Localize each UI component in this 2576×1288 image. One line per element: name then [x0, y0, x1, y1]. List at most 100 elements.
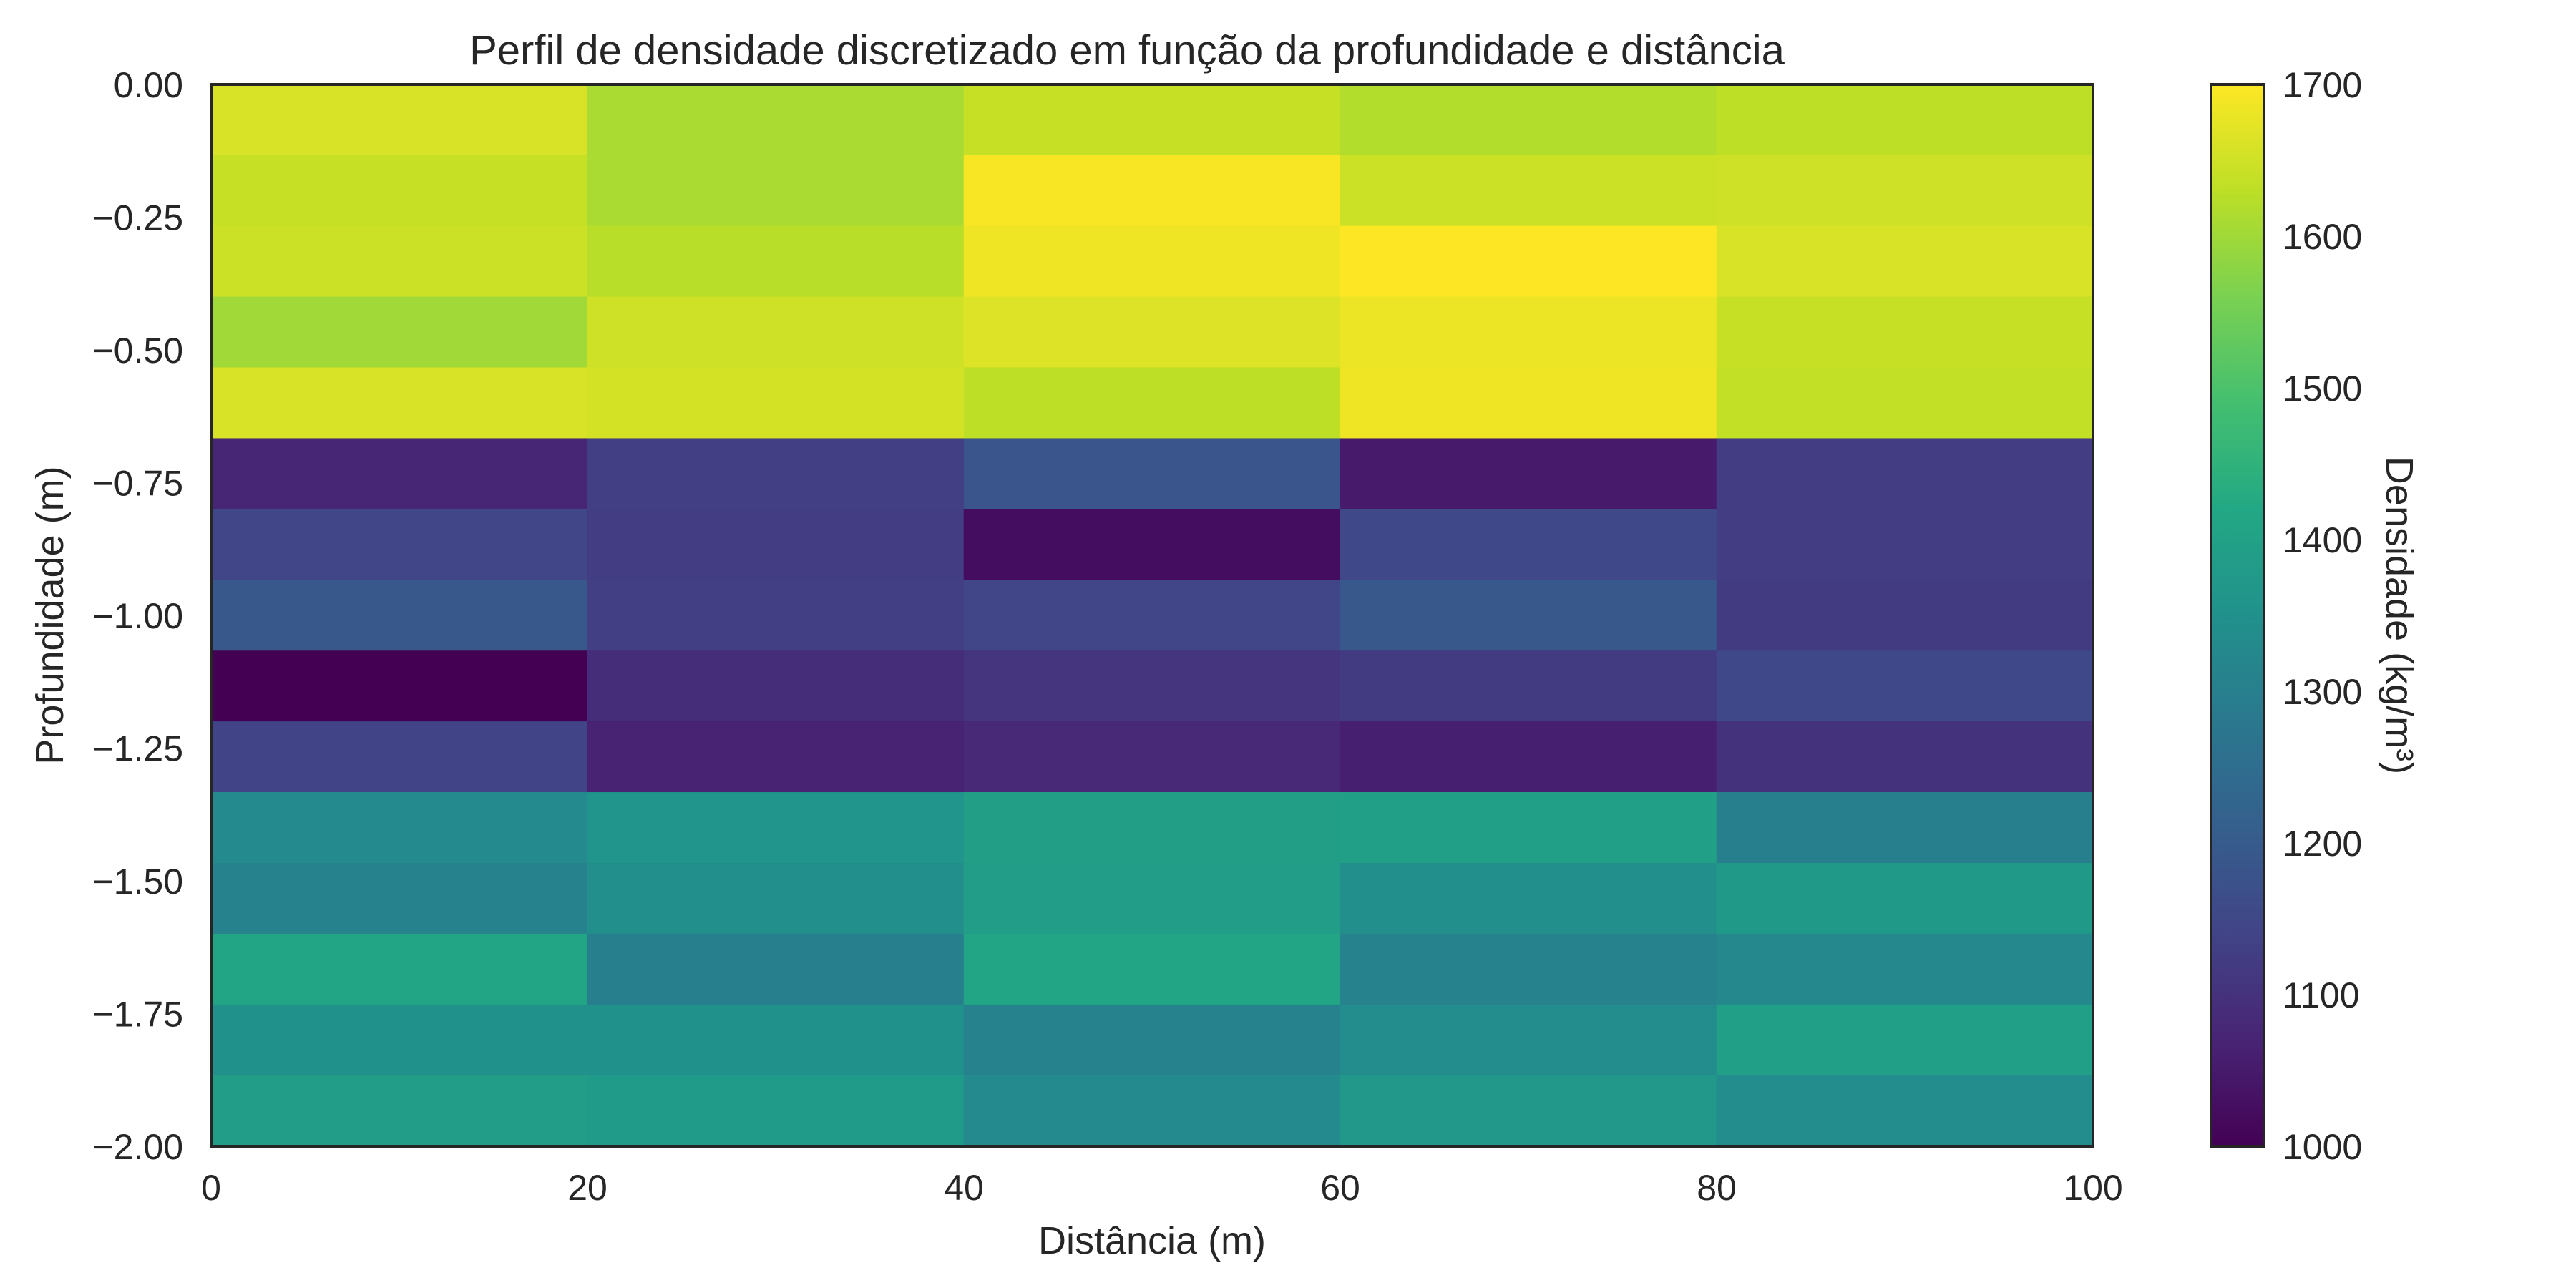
- heatmap-cell: [963, 367, 1341, 439]
- colorbar-tick-label: 1200: [2283, 824, 2362, 864]
- heatmap-cell: [1340, 84, 1717, 156]
- colorbar-tick-label: 1500: [2283, 369, 2362, 409]
- heatmap-cell: [210, 933, 588, 1005]
- heatmap-cell: [1716, 367, 2094, 439]
- heatmap-cell: [210, 296, 588, 369]
- heatmap-cell: [587, 792, 965, 864]
- heatmap-cell: [587, 296, 965, 369]
- heatmap-cell: [210, 650, 588, 723]
- y-tick-label: −2.00: [92, 1127, 183, 1167]
- heatmap-cell: [963, 1075, 1341, 1147]
- heatmap-cell: [1340, 438, 1717, 510]
- heatmap-cell: [1716, 225, 2094, 298]
- heatmap-cell: [587, 933, 965, 1005]
- heatmap-cell: [1340, 933, 1717, 1005]
- heatmap-cells: [210, 84, 2094, 1147]
- colorbar-tick-label: 1400: [2283, 520, 2362, 560]
- chart-title: Perfil de densidade discretizado em funç…: [469, 27, 1785, 74]
- heatmap-cell: [963, 721, 1341, 794]
- x-tick-label: 20: [567, 1168, 608, 1208]
- heatmap-cell: [210, 367, 588, 439]
- heatmap-cell: [587, 1075, 965, 1147]
- heatmap-cell: [963, 438, 1341, 510]
- x-axis-ticks: 0 20 40 60 80 100: [201, 1168, 2123, 1208]
- heatmap-cell: [210, 721, 588, 794]
- plot-frame: [210, 83, 2094, 1148]
- heatmap-cell: [587, 367, 965, 439]
- colorbar-tick-label: 1600: [2283, 217, 2362, 257]
- colorbar-ticks: 1000 1100 1200 1300 1400 1500 1600 1700: [2283, 65, 2362, 1167]
- heatmap-cell: [963, 933, 1341, 1005]
- heatmap-cell: [963, 1004, 1341, 1076]
- heatmap-cell: [1716, 1004, 2094, 1076]
- heatmap-cell: [1716, 296, 2094, 369]
- heatmap-cell: [963, 225, 1341, 298]
- heatmap-cell: [210, 1004, 588, 1076]
- heatmap-cell: [587, 438, 965, 510]
- heatmap-cell: [963, 84, 1341, 156]
- heatmap-cell: [1716, 721, 2094, 794]
- heatmap-cell: [963, 863, 1341, 935]
- heatmap-cell: [963, 792, 1341, 864]
- y-tick-label: −1.75: [92, 995, 183, 1035]
- y-axis-ticks: 0.00 −0.25 −0.50 −0.75 −1.00 −1.25 −1.50 −1.75 −…: [92, 65, 183, 1167]
- heatmap-cell: [210, 225, 588, 298]
- y-tick-label: 0.00: [114, 65, 183, 105]
- heatmap-cell: [210, 84, 588, 156]
- y-tick-label: −1.50: [92, 862, 183, 902]
- y-tick-label: −0.25: [92, 198, 183, 238]
- heatmap-cell: [587, 509, 965, 581]
- heatmap-cell: [1340, 650, 1717, 723]
- heatmap-cell: [587, 863, 965, 935]
- y-tick-label: −1.25: [92, 729, 183, 769]
- colorbar-tick-label: 1300: [2283, 672, 2362, 712]
- x-axis-label: Distância (m): [1038, 1219, 1266, 1262]
- heatmap-cell: [587, 1004, 965, 1076]
- heatmap-cell: [587, 650, 965, 723]
- x-tick-label: 60: [1320, 1168, 1360, 1208]
- heatmap-cell: [1340, 296, 1717, 369]
- heatmap-cell: [1340, 1004, 1717, 1076]
- heatmap-cell: [210, 438, 588, 510]
- heatmap-cell: [963, 650, 1341, 723]
- heatmap-cell: [1340, 580, 1717, 652]
- heatmap-cell: [587, 84, 965, 156]
- heatmap-cell: [1716, 1075, 2094, 1147]
- heatmap-cell: [1340, 721, 1717, 794]
- heatmap-cell: [210, 155, 588, 227]
- heatmap-cell: [1340, 155, 1717, 227]
- heatmap-cell: [210, 863, 588, 935]
- y-tick-label: −0.50: [92, 331, 183, 371]
- colorbar-tick-label: 1100: [2283, 975, 2360, 1015]
- heatmap-cell: [587, 225, 965, 298]
- colorbar-label: Densidade (kg/m³): [2378, 457, 2421, 774]
- heatmap-cell: [1340, 367, 1717, 439]
- x-tick-label: 80: [1697, 1168, 1737, 1208]
- heatmap-cell: [1716, 155, 2094, 227]
- heatmap-cell: [587, 721, 965, 794]
- heatmap-cell: [1716, 438, 2094, 510]
- heatmap-cell: [1340, 863, 1717, 935]
- heatmap-cell: [210, 580, 588, 652]
- heatmap-cell: [1716, 84, 2094, 156]
- heatmap-cell: [1716, 509, 2094, 581]
- heatmap-cell: [963, 509, 1341, 581]
- heatmap-cell: [963, 580, 1341, 652]
- heatmap-cell: [963, 296, 1341, 369]
- heatmap-cell: [1716, 650, 2094, 723]
- heatmap-cell: [587, 155, 965, 227]
- heatmap-cell: [1340, 1075, 1717, 1147]
- heatmap-cell: [1716, 933, 2094, 1005]
- x-tick-label: 40: [944, 1168, 984, 1208]
- colorbar-tick-label: 1000: [2283, 1127, 2362, 1167]
- heatmap-cell: [210, 792, 588, 864]
- heatmap-cell: [1716, 580, 2094, 652]
- heatmap-cell: [210, 509, 588, 581]
- heatmap-cell: [1340, 225, 1717, 298]
- x-tick-label: 0: [201, 1168, 221, 1208]
- heatmap-cell: [1340, 509, 1717, 581]
- heatmap-cell: [1340, 792, 1717, 864]
- heatmap-cell: [587, 580, 965, 652]
- y-tick-label: −1.00: [92, 596, 183, 636]
